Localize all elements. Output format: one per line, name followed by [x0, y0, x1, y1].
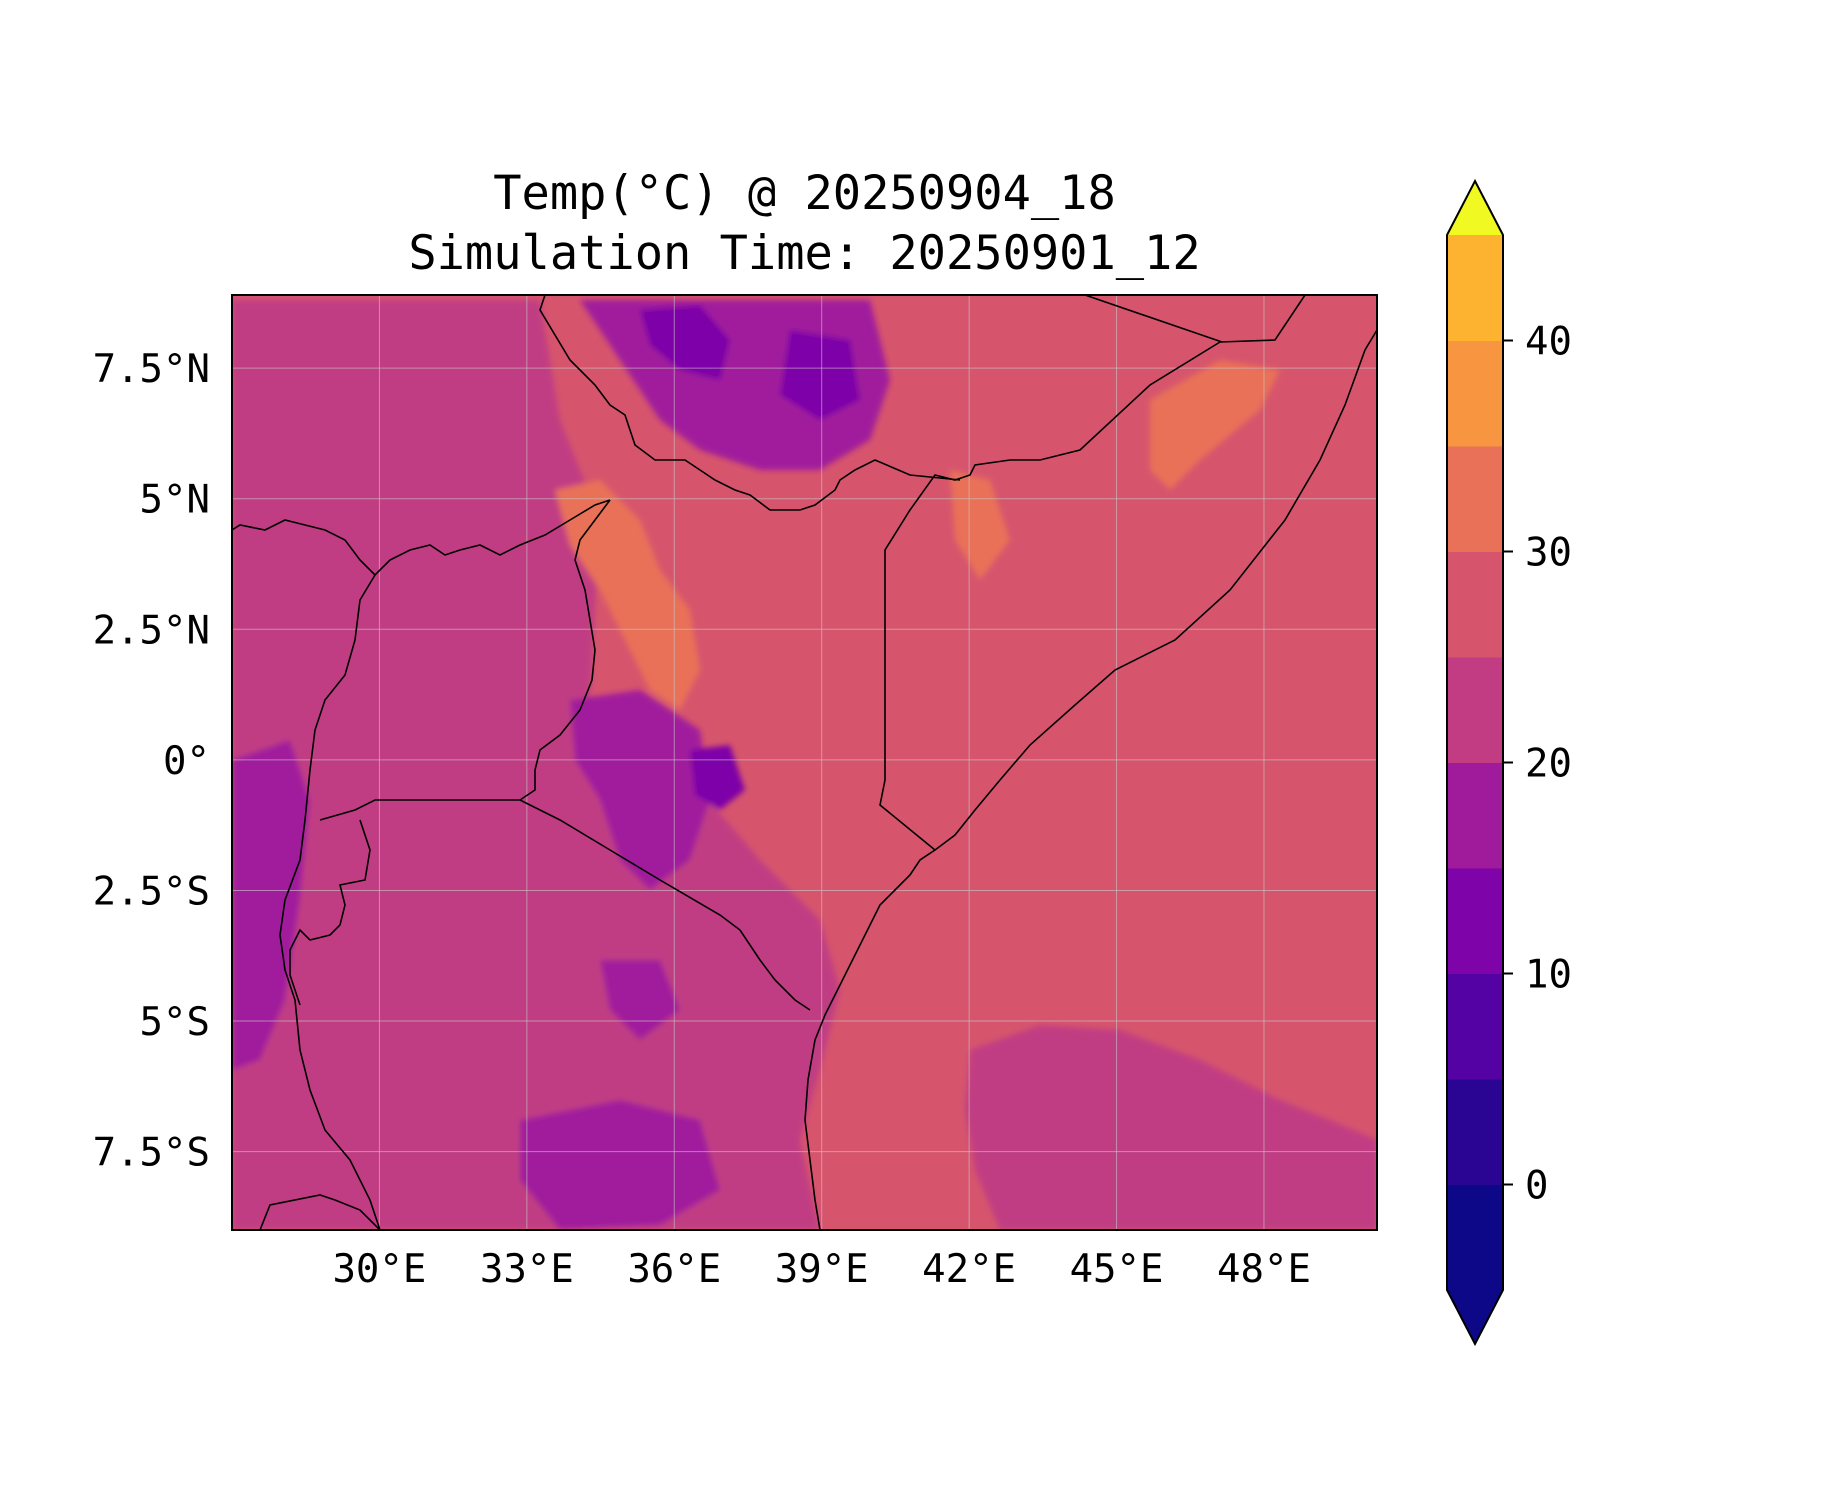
border-lake-victoria: [319, 799, 520, 821]
gridlines: [232, 295, 1377, 1230]
colorbar-tick-label: 40: [1525, 320, 1572, 365]
x-tick-label: 33°E: [480, 1247, 574, 1292]
x-axis: 30°E 33°E 36°E 39°E 42°E 45°E 48°E: [332, 1247, 1310, 1292]
x-tick-label: 48°E: [1217, 1247, 1311, 1292]
border-ethiopia-kenya: [539, 295, 961, 511]
x-tick-label: 36°E: [627, 1247, 721, 1292]
colorbar-segment: [1447, 762, 1503, 869]
field-region: [555, 480, 700, 710]
colorbar-tick-label: 0: [1525, 1164, 1548, 1209]
colorbar-outline: [1446, 178, 1504, 1347]
colorbar-segment: [1447, 340, 1503, 447]
colorbar-segment: [1447, 868, 1503, 974]
border-somaliland-north: [1084, 295, 1223, 343]
y-tick-label: 0°: [163, 739, 210, 784]
y-tick-label: 7.5°S: [93, 1131, 210, 1176]
colorbar-segment: [1447, 446, 1503, 552]
x-tick-label: 45°E: [1070, 1247, 1164, 1292]
border-somalia-ethiopia: [879, 295, 1306, 851]
border-drc-uganda-rwanda: [279, 574, 381, 1230]
field-region: [520, 1100, 720, 1230]
colorbar-segment: [1447, 551, 1503, 658]
field-region: [570, 690, 710, 1040]
x-tick-label: 30°E: [332, 1247, 426, 1292]
field-region: [965, 1025, 1377, 1230]
temperature-field: [232, 295, 1377, 1230]
border-uganda-kenya: [519, 499, 611, 801]
colorbar-extend-max: [1447, 181, 1503, 235]
field-region: [232, 740, 310, 1070]
y-tick-label: 5°N: [140, 478, 210, 523]
y-tick-label: 2.5°S: [93, 869, 210, 914]
y-tick-label: 2.5°N: [93, 608, 210, 653]
border-kenya-tanzania: [519, 799, 811, 1011]
map-frame: [231, 294, 1378, 1231]
border-drc-tanzania-south: [259, 1194, 381, 1230]
y-axis: 7.5°N 5°N 2.5°N 0° 2.5°S 5°S 7.5°S: [93, 347, 210, 1176]
y-tick-label: 5°S: [140, 1000, 210, 1045]
x-tick-label: 42°E: [922, 1247, 1016, 1292]
colorbar-segment: [1447, 1184, 1503, 1291]
colorbar-tick-label: 10: [1525, 953, 1572, 998]
map-subtitle: Simulation Time: 20250901_12: [408, 226, 1201, 281]
field-region: [690, 745, 745, 810]
colorbar-segment: [1447, 235, 1503, 341]
border-south-sudan-west: [232, 499, 611, 577]
map-title: Temp(°C) @ 20250904_18: [493, 166, 1116, 221]
country-borders: [232, 295, 1377, 1230]
field-region: [950, 360, 1280, 580]
border-rwanda-burundi: [289, 819, 371, 1006]
colorbar-extend-min: [1447, 1290, 1503, 1344]
colorbar-segment: [1447, 973, 1503, 1080]
colorbar: 0 10 20 30 40: [1446, 178, 1572, 1347]
coastline: [804, 329, 1377, 1230]
y-tick-label: 7.5°N: [93, 347, 210, 392]
colorbar-tick-label: 20: [1525, 742, 1572, 787]
colorbar-tick-label: 30: [1525, 531, 1572, 576]
x-tick-label: 39°E: [775, 1247, 869, 1292]
colorbar-segment: [1447, 1079, 1503, 1185]
colorbar-segment: [1447, 657, 1503, 763]
field-region: [640, 305, 860, 420]
